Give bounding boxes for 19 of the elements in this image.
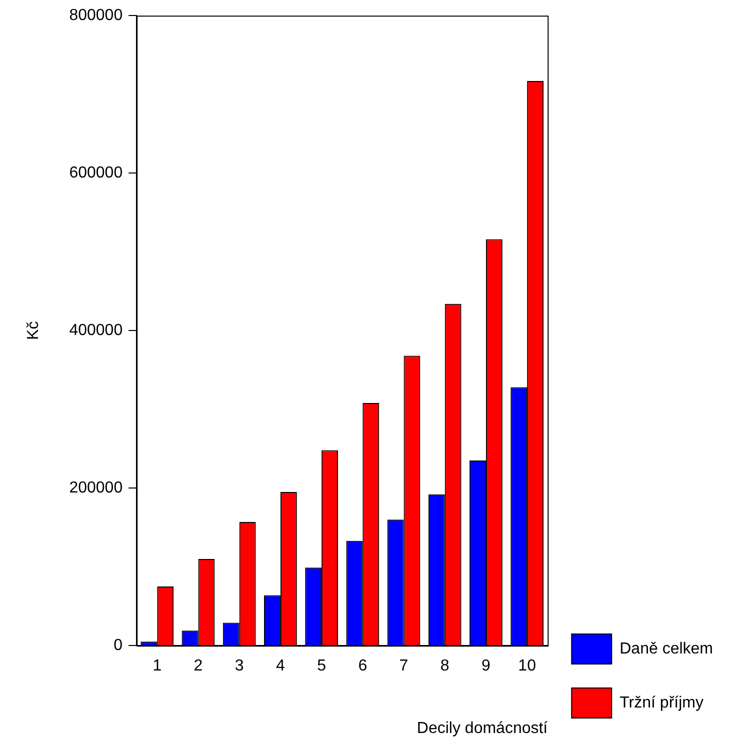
y-tick-label: 0 [114, 637, 123, 654]
x-tick-label: 1 [152, 658, 162, 675]
y-axis-title: Kč [25, 321, 42, 340]
x-tick-label: 2 [194, 658, 203, 675]
x-tick-label: 7 [399, 658, 408, 675]
y-tick-label: 400000 [69, 322, 123, 340]
x-tick-label: 4 [276, 658, 285, 675]
y-tick-label: 600000 [69, 164, 123, 182]
legend-label: Tržní příjmy [620, 694, 704, 712]
x-tick-label: 8 [440, 658, 450, 675]
x-tick-label: 9 [482, 658, 491, 675]
x-tick-label: 3 [234, 658, 244, 675]
legend-label: Daně celkem [620, 640, 713, 658]
x-axis-title: Decily domácností [416, 720, 548, 737]
y-tick-label: 200000 [69, 480, 123, 497]
x-tick-label: 5 [317, 658, 326, 675]
y-tick-label: 800000 [69, 7, 123, 24]
x-tick-label: 6 [358, 658, 368, 675]
x-tick-label: 10 [518, 658, 536, 675]
